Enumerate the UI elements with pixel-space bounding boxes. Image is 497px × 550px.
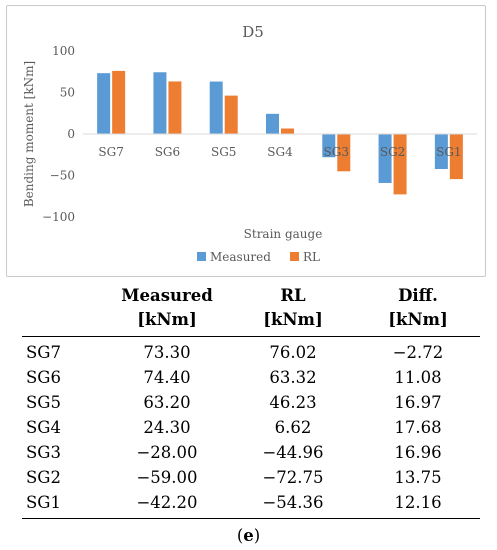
rl-cell: 63.32 xyxy=(269,368,317,387)
category-label: SG3 xyxy=(324,145,349,159)
gauge-cell: SG2 xyxy=(26,468,61,487)
table-header-row-1: Measured RL Diff. xyxy=(22,282,480,308)
measured-cell: 63.20 xyxy=(143,393,191,412)
caption-close: ) xyxy=(253,526,261,545)
rl-cell: −54.36 xyxy=(230,490,356,519)
table-header-row-2: [kNm] [kNm] [kNm] xyxy=(22,308,480,337)
bar-measured-sg6 xyxy=(153,72,167,134)
table-row: SG2 −59.00 −72.75 13.75 xyxy=(22,465,480,490)
diff-cell: −2.72 xyxy=(392,343,444,362)
rl-cell: −44.96 xyxy=(262,443,324,462)
table-row: SG4 24.30 6.62 17.68 xyxy=(22,415,480,440)
measured-cell: 74.40 xyxy=(143,368,191,387)
table-row: SG1 −42.20 −54.36 12.16 xyxy=(22,490,480,519)
gauge-cell: SG6 xyxy=(26,368,61,387)
header-gauge-line1 xyxy=(22,282,104,308)
diff-cell: 12.16 xyxy=(356,490,480,519)
header-gauge-line2 xyxy=(22,308,104,337)
bar-rl-sg6 xyxy=(168,81,182,134)
category-label: SG6 xyxy=(155,145,180,159)
bar-rl-sg5 xyxy=(224,95,238,134)
bar-measured-sg5 xyxy=(209,81,223,134)
rl-cell: 6.62 xyxy=(274,418,312,437)
bar-chart: D5 100 50 0 −50 −100 Bending moment [kNm] SG7 SG… xyxy=(22,23,477,264)
results-table: Measured RL Diff. [kNm] [kNm] [kNm] SG7 … xyxy=(22,282,480,519)
measured-cell: 73.30 xyxy=(143,343,191,362)
gauge-cell: SG7 xyxy=(26,343,61,362)
gauge-cell: SG1 xyxy=(22,490,104,519)
y-tick-label: −50 xyxy=(50,169,75,183)
table-row: SG5 63.20 46.23 16.97 xyxy=(22,390,480,415)
gauge-cell: SG5 xyxy=(26,393,61,412)
header-diff-line1: Diff. xyxy=(398,286,438,305)
category-label: SG7 xyxy=(98,145,123,159)
rl-cell: 46.23 xyxy=(269,393,317,412)
chart-title: D5 xyxy=(242,23,264,41)
table-row: SG6 74.40 63.32 11.08 xyxy=(22,365,480,390)
legend-label-measured: Measured xyxy=(210,250,271,264)
category-label: SG2 xyxy=(380,145,405,159)
x-axis-label: Strain gauge xyxy=(244,227,323,241)
bar-rl-sg7 xyxy=(112,70,126,134)
rl-cell: −72.75 xyxy=(262,468,324,487)
rl-cell: 76.02 xyxy=(269,343,317,362)
legend-swatch-rl xyxy=(290,252,299,261)
y-tick-label: 0 xyxy=(67,127,75,141)
caption-open: ( xyxy=(236,526,244,545)
measured-cell: −28.00 xyxy=(136,443,198,462)
table-row: SG7 73.30 76.02 −2.72 xyxy=(22,337,480,366)
diff-cell: 17.68 xyxy=(394,418,442,437)
category-label: SG4 xyxy=(267,145,293,159)
diff-cell: 11.08 xyxy=(394,368,442,387)
diff-cell: 16.97 xyxy=(394,393,442,412)
header-measured-unit: [kNm] xyxy=(104,308,230,337)
gauge-cell: SG4 xyxy=(26,418,61,437)
bar-measured-sg2 xyxy=(378,134,392,183)
bar-rl-sg3 xyxy=(337,134,351,172)
caption-letter: e xyxy=(243,526,254,545)
gauge-cell: SG3 xyxy=(26,443,61,462)
measured-cell: −42.20 xyxy=(104,490,230,519)
bar-measured-sg3 xyxy=(322,134,336,158)
y-tick-label: 50 xyxy=(60,86,75,100)
y-tick-label: 100 xyxy=(52,44,75,58)
bar-measured-sg7 xyxy=(97,73,111,134)
bar-rl-sg1 xyxy=(449,134,463,180)
table-row: SG3 −28.00 −44.96 16.96 xyxy=(22,440,480,465)
bar-measured-sg1 xyxy=(434,134,448,170)
legend-label-rl: RL xyxy=(303,250,320,264)
chart-frame: D5 100 50 0 −50 −100 Bending moment [kNm] SG7 SG… xyxy=(6,5,486,277)
figure-caption: (e) xyxy=(0,526,497,545)
measured-cell: −59.00 xyxy=(136,468,198,487)
category-label: SG1 xyxy=(436,145,461,159)
category-label: SG5 xyxy=(211,145,236,159)
bar-measured-sg4 xyxy=(266,113,279,134)
header-rl-unit: [kNm] xyxy=(230,308,356,337)
header-rl-line1: RL xyxy=(280,286,306,305)
diff-cell: 16.96 xyxy=(394,443,442,462)
header-measured-line1: Measured xyxy=(121,286,213,305)
measured-cell: 24.30 xyxy=(143,418,191,437)
diff-cell: 13.75 xyxy=(394,468,442,487)
bar-rl-sg4 xyxy=(281,128,294,134)
legend-swatch-measured xyxy=(197,252,206,261)
header-diff-unit: [kNm] xyxy=(356,308,480,337)
bar-rl-sg2 xyxy=(393,134,407,195)
y-axis-label: Bending moment [kNm] xyxy=(22,61,36,207)
y-tick-label: −100 xyxy=(42,210,75,224)
